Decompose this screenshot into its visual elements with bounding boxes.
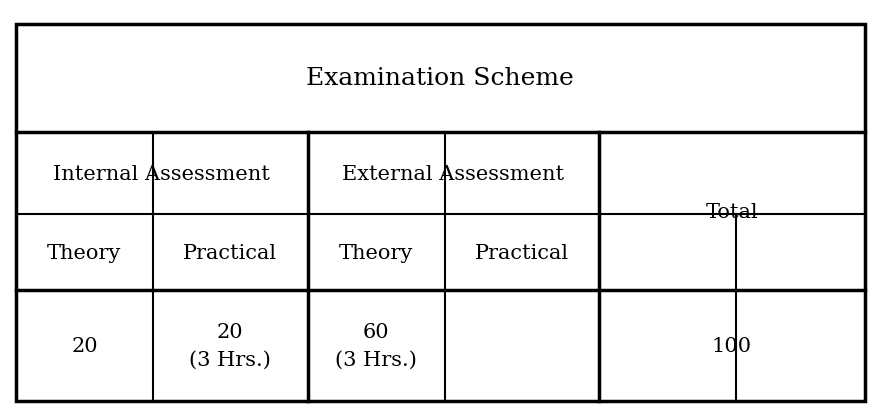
Text: Total: Total [705, 202, 758, 221]
Text: Examination Scheme: Examination Scheme [307, 67, 574, 90]
Text: 100: 100 [712, 336, 752, 355]
Text: 60
(3 Hrs.): 60 (3 Hrs.) [335, 322, 417, 369]
Text: Theory: Theory [339, 243, 414, 262]
Text: External Assessment: External Assessment [342, 164, 565, 183]
Text: 20: 20 [71, 336, 98, 355]
Text: Practical: Practical [475, 243, 569, 262]
Text: 20
(3 Hrs.): 20 (3 Hrs.) [189, 322, 271, 369]
Text: Practical: Practical [183, 243, 278, 262]
Text: Theory: Theory [47, 243, 122, 262]
Text: Internal Assessment: Internal Assessment [53, 164, 271, 183]
